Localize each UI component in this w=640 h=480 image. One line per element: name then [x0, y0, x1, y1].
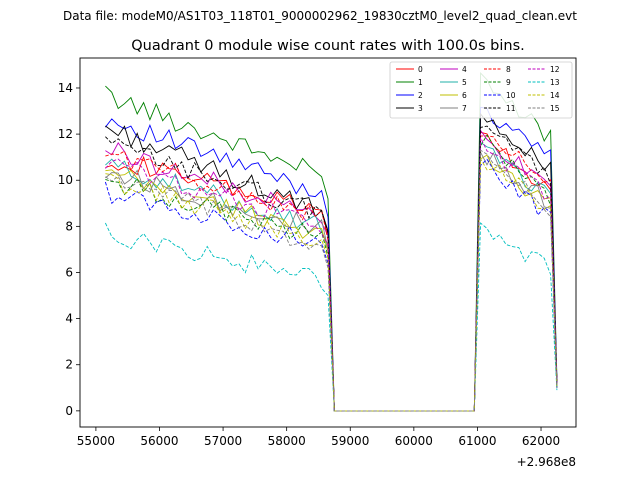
legend-label-7: 7 — [462, 104, 467, 113]
plot-area — [104, 71, 558, 412]
legend-label-14: 14 — [550, 91, 560, 100]
x-tick-label: 62000 — [522, 434, 560, 448]
axes-frame — [79, 57, 577, 428]
legend-label-12: 12 — [550, 65, 560, 74]
legend-label-8: 8 — [506, 65, 511, 74]
legend-label-13: 13 — [550, 78, 560, 87]
x-tick-label: 58000 — [268, 434, 306, 448]
series-line-13 — [104, 222, 558, 412]
y-tick-label: 14 — [58, 81, 73, 95]
legend-label-0: 0 — [418, 65, 423, 74]
legend-label-4: 4 — [462, 65, 467, 74]
x-axis-offset-label: +2.968e8 — [517, 455, 576, 469]
x-axis: 55000 56000 57000 58000 59000 60000 61000 62000 — [77, 427, 560, 448]
series-line-2 — [105, 106, 558, 412]
legend-label-5: 5 — [462, 78, 467, 87]
y-tick-label: 2 — [65, 358, 73, 372]
y-tick-label: 4 — [65, 312, 73, 326]
series-line-15 — [105, 149, 558, 412]
x-tick-label: 60000 — [395, 434, 433, 448]
series-line-7 — [105, 151, 558, 412]
series-line-11 — [105, 125, 558, 412]
series-line-12 — [105, 137, 558, 412]
legend-label-11: 11 — [506, 104, 516, 113]
legend-label-10: 10 — [506, 91, 516, 100]
chart-title: Quadrant 0 module wise count rates with … — [131, 38, 525, 54]
legend-label-6: 6 — [462, 91, 467, 100]
series-line-6 — [105, 154, 558, 412]
x-tick-label: 57000 — [204, 434, 242, 448]
y-tick-label: 0 — [65, 404, 73, 418]
legend-label-1: 1 — [418, 78, 423, 87]
legend-label-2: 2 — [418, 91, 423, 100]
series-line-3 — [105, 112, 558, 412]
y-tick-label: 10 — [58, 173, 73, 187]
x-tick-label: 56000 — [140, 434, 178, 448]
y-tick-label: 12 — [58, 127, 73, 141]
legend-label-9: 9 — [506, 78, 511, 87]
x-tick-label: 61000 — [458, 434, 496, 448]
x-tick-label: 59000 — [331, 434, 369, 448]
legend-label-3: 3 — [418, 104, 423, 113]
legend-box — [389, 61, 573, 119]
y-axis: 0 2 4 6 8 10 12 14 — [58, 81, 80, 418]
series-line-14 — [105, 157, 558, 412]
figure-suptitle: Data file: modeM0/AS1T03_118T01_90000029… — [63, 9, 577, 23]
y-tick-label: 8 — [65, 219, 73, 233]
x-tick-label: 55000 — [77, 434, 115, 448]
series-line-0 — [105, 131, 558, 412]
series-line-10 — [104, 158, 558, 412]
legend-label-15: 15 — [550, 104, 560, 113]
series-line-8 — [105, 135, 558, 412]
y-tick-label: 6 — [65, 265, 73, 279]
